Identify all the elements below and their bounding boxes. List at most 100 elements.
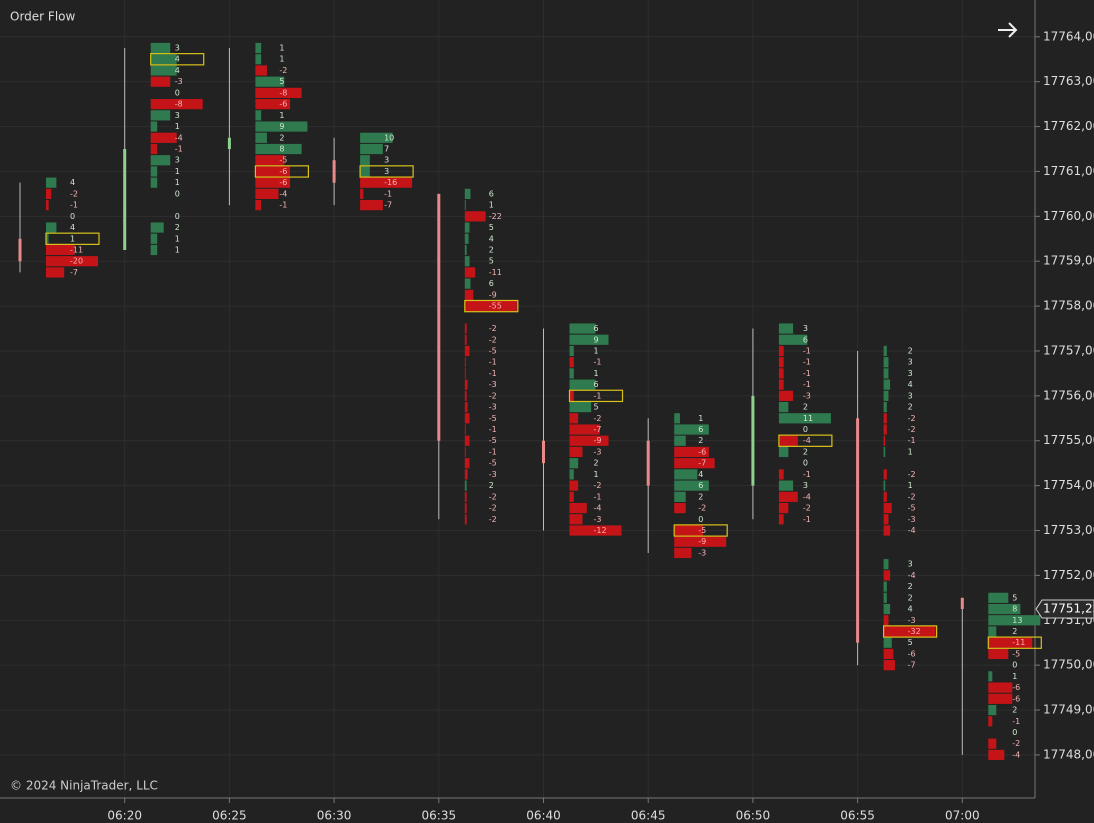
delta-bar [883, 514, 889, 525]
delta-label: 2 [698, 492, 703, 501]
delta-label: -1 [489, 447, 497, 456]
delta-label: 2 [1012, 627, 1017, 636]
delta-bar [988, 716, 993, 727]
delta-bar [569, 379, 596, 390]
delta-bar [464, 345, 470, 357]
delta-bar [883, 603, 891, 615]
delta-label: -7 [384, 201, 392, 210]
delta-label: 2 [908, 593, 913, 602]
delta-bar [46, 222, 57, 233]
delta-bar [464, 200, 466, 211]
delta-bar [360, 188, 364, 199]
delta-bar [569, 469, 574, 480]
delta-label: 1 [698, 414, 703, 423]
candle-body [332, 160, 336, 183]
delta-label: -1 [908, 436, 916, 445]
delta-bar [988, 704, 997, 716]
delta-label: -4 [803, 492, 811, 501]
delta-label: -1 [803, 358, 811, 367]
delta-label: 1 [175, 245, 180, 254]
delta-label: 9 [279, 122, 284, 131]
delta-label: -4 [279, 189, 287, 198]
delta-label: -2 [1012, 739, 1020, 748]
candle-body [18, 238, 22, 262]
delta-bar [883, 525, 891, 536]
delta-label: 3 [175, 44, 180, 53]
delta-label: 5 [489, 223, 494, 232]
delta-label: 1 [279, 55, 284, 64]
delta-label: 3 [908, 358, 913, 367]
delta-bar [988, 637, 1033, 648]
delta-bar [883, 446, 886, 458]
delta-label: 6 [698, 481, 703, 490]
delta-bar [46, 244, 75, 256]
delta-bar [464, 222, 470, 233]
delta-label: -6 [908, 649, 916, 658]
delta-bar [464, 244, 467, 256]
delta-label: 3 [803, 481, 808, 490]
y-tick-label: 17764,00 [1043, 29, 1094, 43]
delta-label: -4 [803, 436, 811, 445]
delta-label: -3 [594, 515, 602, 524]
delta-label: -3 [489, 403, 497, 412]
highlight-box [359, 165, 414, 178]
delta-bar [988, 738, 997, 749]
delta-bar [674, 435, 686, 446]
x-tick-label: 06:50 [736, 809, 771, 823]
delta-label: 13 [1012, 616, 1022, 625]
delta-label: 5 [279, 77, 284, 86]
delta-label: 7 [384, 145, 389, 154]
delta-label: 6 [489, 189, 494, 198]
delta-bar [255, 166, 291, 177]
candle-body [123, 149, 127, 250]
copyright: © 2024 NinjaTrader, LLC [10, 779, 158, 793]
delta-label: -2 [908, 470, 916, 479]
delta-label: 3 [908, 369, 913, 378]
delta-bar [883, 435, 886, 446]
delta-bar [255, 188, 279, 199]
delta-label: -55 [489, 302, 502, 311]
x-tick-label: 06:45 [631, 809, 666, 823]
delta-label: -12 [594, 526, 607, 535]
delta-bar [255, 155, 285, 166]
delta-bar [883, 401, 887, 413]
y-tick-label: 17757,00 [1043, 343, 1094, 357]
y-tick-label: 17749,00 [1043, 703, 1094, 717]
delta-label: -7 [70, 268, 78, 277]
delta-label: -7 [908, 661, 916, 670]
delta-label: -2 [908, 414, 916, 423]
delta-bar [464, 368, 466, 379]
delta-bar [464, 278, 471, 289]
delta-label: -1 [803, 380, 811, 389]
delta-label: 8 [279, 145, 284, 154]
delta-bar [150, 65, 177, 76]
delta-label: 2 [175, 223, 180, 232]
delta-bar [883, 413, 887, 424]
delta-label: 2 [803, 403, 808, 412]
delta-label: 0 [698, 515, 703, 524]
delta-bar [46, 267, 65, 278]
x-tick-label: 07:00 [945, 809, 980, 823]
delta-bar [464, 379, 468, 390]
y-tick-label: 17750,00 [1043, 658, 1094, 672]
delta-label: 1 [175, 167, 180, 176]
delta-label: 2 [908, 346, 913, 355]
delta-bar [464, 289, 474, 300]
chart-title: Order Flow [10, 10, 75, 24]
delta-label: -32 [908, 627, 921, 636]
delta-bar [778, 413, 831, 424]
delta-bar [255, 76, 285, 87]
delta-label: -22 [489, 212, 502, 221]
delta-label: 2 [594, 459, 599, 468]
arrow-button[interactable] [998, 22, 1018, 38]
candle-body [646, 440, 650, 486]
delta-label: -5 [279, 156, 287, 165]
delta-bar [778, 502, 789, 514]
delta-bar [988, 648, 1009, 660]
delta-bar [674, 469, 698, 480]
highlight-box [987, 636, 1042, 649]
delta-label: 2 [1012, 706, 1017, 715]
delta-bar [778, 357, 784, 368]
delta-label: 1 [908, 481, 913, 490]
